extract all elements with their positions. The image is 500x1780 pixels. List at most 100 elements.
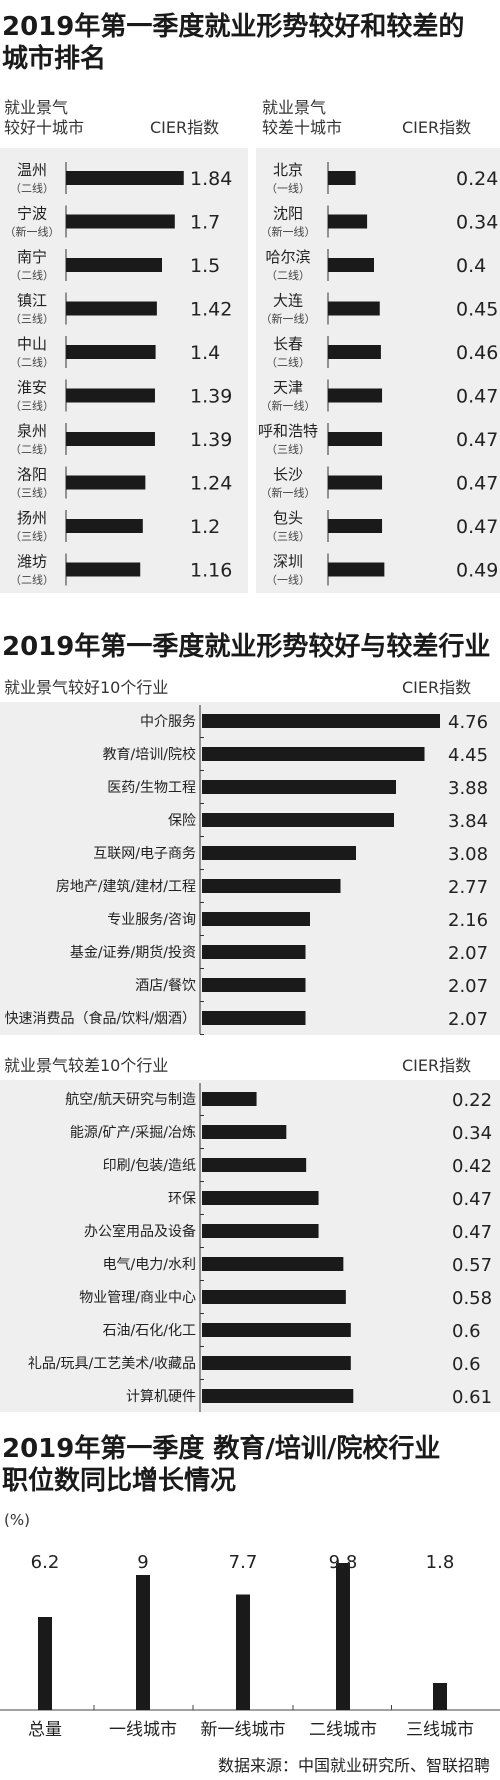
value-label: 1.24 [190, 473, 232, 495]
value-label: 0.58 [452, 1288, 492, 1309]
city-label: 长春 [273, 335, 303, 353]
good-industries-header: 就业景气较好10个行业 [4, 678, 169, 697]
value-label: 2.07 [448, 943, 488, 964]
bar [202, 1191, 319, 1205]
value-label: 0.6 [452, 1354, 481, 1375]
city-label: 宁波 [17, 205, 47, 223]
bar [202, 1356, 351, 1370]
bar [202, 1290, 346, 1304]
value-label: 0.45 [456, 299, 498, 321]
city-label: 镇江 [17, 292, 47, 310]
city-tier-label: （二线） [266, 355, 310, 369]
value-label: 0.47 [452, 1222, 492, 1243]
city-label: 中山 [17, 335, 47, 353]
city-label: 天津 [273, 379, 303, 397]
bar [202, 1158, 307, 1172]
value-label: 2.77 [448, 877, 488, 898]
city-tier-label: （二线） [10, 355, 54, 369]
bar [66, 475, 146, 490]
bad-industries-index-header: CIER指数 [402, 1056, 472, 1075]
good-industries-index-header: CIER指数 [402, 678, 472, 697]
bad-cities-header-line2: 较差十城市 [262, 118, 343, 137]
category-label: 新一线城市 [201, 1720, 286, 1740]
city-tier-label: （新一线） [261, 399, 316, 413]
value-label: 0.57 [452, 1255, 492, 1276]
bad-cities-header-line1: 就业景气 [262, 98, 327, 117]
education-growth-chart: 6.2 总量 9 一线城市 7.7 新一线城市 9.8 二线城市 1.8 三线城市 [0, 1552, 500, 1740]
city-tier-label: （三线） [10, 399, 54, 413]
value-label: 0.47 [452, 1189, 492, 1210]
bar [202, 1257, 344, 1271]
good-industries-chart: 中介服务 4.76 教育/培训/院校 4.45 医药/生物工程 3.88 保险 3.84 互联网… [5, 705, 488, 1035]
category-label: 三线城市 [406, 1720, 474, 1740]
value-label: 7.7 [229, 1552, 258, 1573]
value-label: 0.42 [452, 1156, 492, 1177]
city-tier-label: （一线） [266, 181, 310, 195]
city-tier-label: （三线） [266, 529, 310, 543]
value-label: 1.7 [190, 212, 220, 234]
industry-label: 办公室用品及设备 [84, 1223, 196, 1240]
value-label: 9 [137, 1552, 148, 1573]
value-label: 0.34 [456, 212, 498, 234]
value-label: 0.47 [456, 429, 498, 451]
good-industries-panel: 中介服务 4.76 教育/培训/院校 4.45 医药/生物工程 3.88 保险 3.84 互联网… [0, 702, 500, 1035]
city-tier-label: （二线） [10, 573, 54, 587]
bar [66, 388, 155, 403]
education-title-line1: 2019年第一季度 教育/培训/院校行业 [2, 1434, 441, 1464]
industry-label: 石油/石化/化工 [103, 1323, 196, 1339]
good-cities-panel: 温州 （二线） 1.84 宁波 （新一线） 1.7 南宁 （二线） 1.5 镇江 （三线） 1.42 中… [0, 148, 248, 593]
category-label: 一线城市 [109, 1720, 177, 1740]
value-label: 1.5 [190, 255, 220, 277]
bar [328, 301, 380, 316]
city-ranking-title-line1: 2019年第一季度就业形势较好和较差的 [2, 12, 465, 42]
industry-label: 互联网/电子商务 [93, 846, 196, 862]
industry-label: 教育/培训/院校 [103, 746, 196, 763]
bar [202, 1323, 351, 1337]
city-tier-label: （二线） [10, 442, 54, 456]
city-label: 北京 [273, 161, 303, 179]
industry-label: 专业服务/咨询 [107, 912, 196, 928]
bar [38, 1617, 52, 1710]
bar [328, 475, 383, 490]
bar [328, 258, 374, 272]
bar [66, 258, 162, 272]
industry-label: 酒店/餐饮 [135, 978, 196, 994]
bar [202, 1389, 354, 1403]
bar [433, 1683, 447, 1710]
city-label: 沈阳 [273, 205, 303, 223]
value-label: 3.08 [448, 844, 488, 865]
city-label: 淮安 [17, 379, 47, 397]
industry-label: 计算机硬件 [126, 1389, 196, 1405]
bar [202, 1092, 257, 1106]
bar [66, 171, 184, 185]
value-label: 2.07 [448, 1009, 488, 1030]
industry-label: 礼品/玩具/工艺美术/收藏品 [28, 1356, 196, 1372]
bar [202, 1125, 287, 1139]
bad-industries-header: 就业景气较差10个行业 [4, 1056, 169, 1075]
city-label: 深圳 [273, 553, 303, 571]
value-label: 0.22 [452, 1090, 492, 1111]
bar [202, 747, 425, 761]
value-label: 4.45 [448, 745, 488, 766]
bar [328, 214, 368, 229]
value-label: 1.4 [190, 342, 220, 364]
bad-cities-panel: 北京 （一线） 0.24 沈阳 （新一线） 0.34 哈尔滨 （二线） 0.4 大连 （新一线） 0.… [256, 148, 500, 593]
industry-label: 物业管理/商业中心 [79, 1290, 196, 1306]
industry-label: 电气/电力/水利 [103, 1257, 196, 1273]
value-label: 0.6 [452, 1321, 481, 1342]
city-tier-label: （新一线） [261, 312, 316, 326]
value-label: 1.39 [190, 429, 232, 451]
city-tier-label: （新一线） [261, 225, 316, 239]
city-tier-label: （一线） [266, 573, 310, 587]
bar [328, 432, 383, 446]
value-label: 1.8 [426, 1552, 455, 1573]
value-label: 0.46 [456, 342, 498, 364]
industry-label: 环保 [168, 1191, 196, 1207]
bar [202, 978, 306, 992]
bar [66, 345, 156, 359]
city-tier-label: （新一线） [261, 486, 316, 500]
city-tier-label: （二线） [10, 181, 54, 195]
city-tier-label: （二线） [10, 268, 54, 282]
city-label: 包头 [273, 509, 303, 527]
value-label: 0.4 [456, 255, 486, 277]
